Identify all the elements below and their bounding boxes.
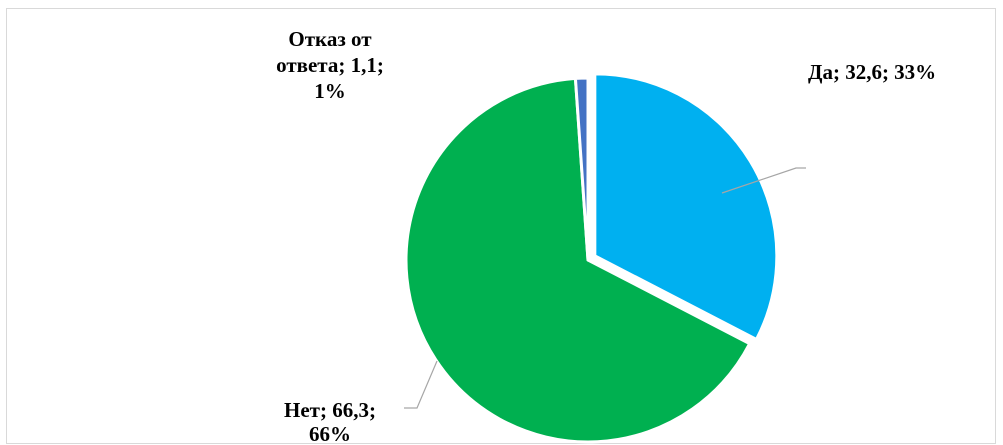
data-label-line: Нет; 66,3; — [284, 398, 376, 422]
pie-slice-да — [593, 72, 779, 341]
data-labels: Да; 32,6; 33% Нет; 66,3; 66% Отказ от ответа… — [276, 27, 936, 445]
data-label-line: Отказ от — [288, 27, 372, 51]
data-label-line: 66% — [309, 422, 351, 445]
leader-line-нет — [404, 360, 438, 409]
data-label-line: 1% — [314, 79, 346, 103]
leader-lines — [404, 167, 806, 409]
pie-slices — [404, 72, 779, 444]
pie-slice-отказ-от-ответа — [573, 76, 590, 262]
pie-slice-нет — [404, 76, 752, 444]
data-label-line: Да; 32,6; 33% — [808, 60, 936, 84]
data-label-да: Да; 32,6; 33% — [808, 60, 936, 84]
data-label-отказ-от-ответа: Отказ от ответа; 1,1; 1% — [276, 27, 384, 103]
data-label-нет: Нет; 66,3; 66% — [284, 398, 376, 445]
leader-line-да — [721, 167, 806, 194]
data-label-line: ответа; 1,1; — [276, 53, 384, 77]
